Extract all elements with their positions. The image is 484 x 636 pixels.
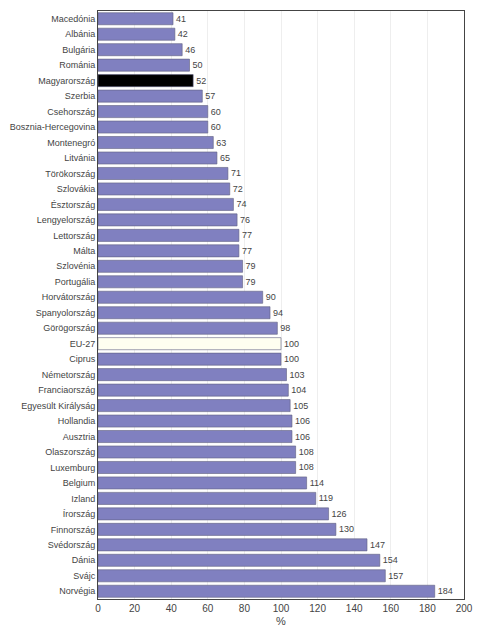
svg-text:Bosznia-Hercegovina: Bosznia-Hercegovina: [10, 122, 96, 132]
svg-text:100: 100: [273, 603, 290, 614]
svg-text:52: 52: [196, 76, 206, 86]
svg-text:50: 50: [193, 60, 203, 70]
svg-text:Dánia: Dánia: [72, 555, 96, 565]
svg-text:Németország: Németország: [42, 370, 96, 380]
svg-text:Svájc: Svájc: [73, 571, 96, 581]
svg-text:Finnország: Finnország: [51, 525, 96, 535]
svg-text:Macedónia: Macedónia: [51, 14, 95, 24]
svg-text:Írország: Írország: [63, 509, 96, 519]
svg-text:Lengyelország: Lengyelország: [37, 215, 96, 225]
svg-text:103: 103: [289, 370, 304, 380]
svg-text:Portugália: Portugália: [55, 277, 96, 287]
svg-text:126: 126: [332, 509, 347, 519]
svg-text:Szerbia: Szerbia: [65, 91, 96, 101]
svg-text:Bulgária: Bulgária: [62, 45, 95, 55]
svg-text:Franciaország: Franciaország: [38, 385, 95, 395]
svg-text:119: 119: [319, 493, 333, 503]
svg-text:Málta: Málta: [73, 246, 95, 256]
svg-text:120: 120: [309, 603, 326, 614]
svg-text:106: 106: [295, 432, 310, 442]
svg-text:Albánia: Albánia: [65, 29, 95, 39]
svg-text:79: 79: [246, 277, 256, 287]
svg-text:160: 160: [382, 603, 399, 614]
svg-text:108: 108: [299, 447, 314, 457]
svg-text:108: 108: [299, 462, 314, 472]
svg-text:106: 106: [295, 416, 310, 426]
svg-text:98: 98: [280, 323, 290, 333]
svg-text:41: 41: [176, 14, 186, 24]
svg-text:80: 80: [239, 603, 251, 614]
svg-text:105: 105: [293, 401, 308, 411]
svg-text:63: 63: [216, 138, 226, 148]
svg-text:Ausztria: Ausztria: [63, 432, 96, 442]
svg-text:Egyesült Királyság: Egyesült Királyság: [21, 401, 95, 411]
svg-text:76: 76: [240, 215, 250, 225]
svg-text:72: 72: [233, 184, 243, 194]
svg-text:%: %: [276, 615, 286, 627]
svg-text:0: 0: [95, 603, 101, 614]
svg-text:Szlovákia: Szlovákia: [57, 184, 96, 194]
svg-text:114: 114: [310, 478, 324, 488]
svg-text:147: 147: [370, 540, 385, 550]
svg-text:71: 71: [231, 168, 241, 178]
svg-text:Lettország: Lettország: [53, 231, 95, 241]
svg-text:184: 184: [438, 586, 453, 596]
svg-text:Svédország: Svédország: [48, 540, 96, 550]
svg-text:94: 94: [273, 308, 283, 318]
svg-text:Horvátország: Horvátország: [42, 292, 96, 302]
svg-text:Románia: Románia: [59, 60, 95, 70]
svg-text:100: 100: [284, 339, 299, 349]
svg-text:Csehország: Csehország: [47, 107, 95, 117]
svg-text:130: 130: [339, 524, 354, 534]
svg-text:Spanyolország: Spanyolország: [36, 308, 96, 318]
svg-text:Törökország: Törökország: [45, 169, 95, 179]
svg-text:Ciprus: Ciprus: [69, 354, 96, 364]
svg-text:60: 60: [211, 107, 221, 117]
svg-text:Izland: Izland: [71, 494, 95, 504]
svg-text:Szlovénia: Szlovénia: [56, 261, 95, 271]
svg-text:60: 60: [211, 122, 221, 132]
svg-text:140: 140: [346, 603, 363, 614]
svg-text:79: 79: [246, 261, 256, 271]
svg-text:Luxemburg: Luxemburg: [50, 463, 95, 473]
svg-text:Észtország: Észtország: [51, 200, 96, 210]
svg-text:46: 46: [185, 45, 195, 55]
svg-text:90: 90: [266, 292, 276, 302]
svg-text:40: 40: [166, 603, 178, 614]
svg-text:65: 65: [220, 153, 230, 163]
svg-text:180: 180: [419, 603, 436, 614]
svg-text:77: 77: [242, 246, 252, 256]
svg-text:Norvégia: Norvégia: [59, 586, 95, 596]
svg-text:Litvánia: Litvánia: [64, 153, 95, 163]
svg-text:157: 157: [388, 571, 403, 581]
svg-text:57: 57: [205, 91, 215, 101]
svg-text:Görögország: Görögország: [43, 323, 95, 333]
svg-text:Montenegró: Montenegró: [47, 138, 95, 148]
svg-text:104: 104: [291, 385, 306, 395]
svg-text:20: 20: [129, 603, 141, 614]
svg-text:42: 42: [178, 29, 188, 39]
svg-text:Hollandia: Hollandia: [58, 416, 96, 426]
svg-text:200: 200: [456, 603, 473, 614]
svg-text:Magyarország: Magyarország: [38, 76, 95, 86]
svg-text:77: 77: [242, 230, 252, 240]
svg-text:Olaszország: Olaszország: [45, 447, 95, 457]
svg-text:74: 74: [236, 199, 246, 209]
svg-text:154: 154: [383, 555, 398, 565]
svg-text:60: 60: [202, 603, 214, 614]
svg-text:Belgium: Belgium: [63, 478, 96, 488]
svg-text:100: 100: [284, 354, 299, 364]
svg-text:EU-27: EU-27: [70, 339, 96, 349]
